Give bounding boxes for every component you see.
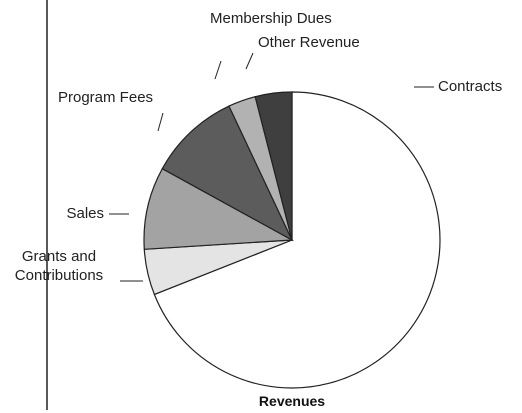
pie-slice (254, 91, 293, 241)
pie-slice (153, 91, 441, 389)
chart-title: Revenues (258, 393, 326, 409)
slice-label: Sales (66, 205, 104, 222)
slice-label: Program Fees (58, 89, 154, 106)
slice-label: Contracts (438, 78, 503, 95)
pie-slice (161, 105, 294, 242)
pie-slice (143, 167, 295, 250)
slice-label: Membership Dues (210, 10, 332, 27)
leader-line (157, 112, 164, 132)
slice-label: Grants and Contributions (14, 248, 104, 284)
leader-line (245, 52, 254, 70)
slice-label: Other Revenue (258, 34, 360, 51)
leader-line (214, 60, 222, 80)
